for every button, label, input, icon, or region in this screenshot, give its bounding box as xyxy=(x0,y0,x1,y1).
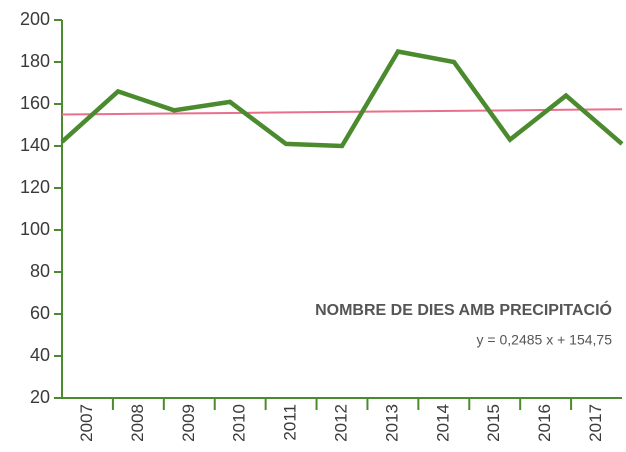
trend-equation: y = 0,2485 x + 154,75 xyxy=(477,332,613,348)
trend-line xyxy=(61,108,623,116)
y-tick-label: 160 xyxy=(20,93,50,113)
y-tick-label: 60 xyxy=(30,303,50,323)
x-tick-label: 2012 xyxy=(331,404,350,442)
y-tick-label: 140 xyxy=(20,135,50,155)
x-tick-label: 2011 xyxy=(281,404,300,441)
y-tick-label: 20 xyxy=(30,387,50,407)
y-tick-label: 80 xyxy=(30,261,50,281)
y-tick-label: 180 xyxy=(20,51,50,71)
data-line xyxy=(60,48,624,149)
x-tick-label: 2010 xyxy=(230,404,249,442)
y-tick-label: 200 xyxy=(20,9,50,29)
x-tick-label: 2009 xyxy=(179,404,198,442)
x-tick-label: 2015 xyxy=(484,404,503,442)
x-tick-label: 2017 xyxy=(586,404,605,442)
x-tick-label: 2013 xyxy=(382,404,401,442)
y-tick-label: 100 xyxy=(20,219,50,239)
x-tick-label: 2016 xyxy=(535,404,554,442)
x-tick-label: 2014 xyxy=(433,404,452,442)
y-tick-label: 40 xyxy=(30,345,50,365)
x-tick-label: 2007 xyxy=(77,404,96,442)
y-tick-label: 120 xyxy=(20,177,50,197)
series-annotation: NOMBRE DE DIES AMB PRECIPITACIÓ xyxy=(315,300,612,319)
x-tick-label: 2008 xyxy=(128,404,147,442)
